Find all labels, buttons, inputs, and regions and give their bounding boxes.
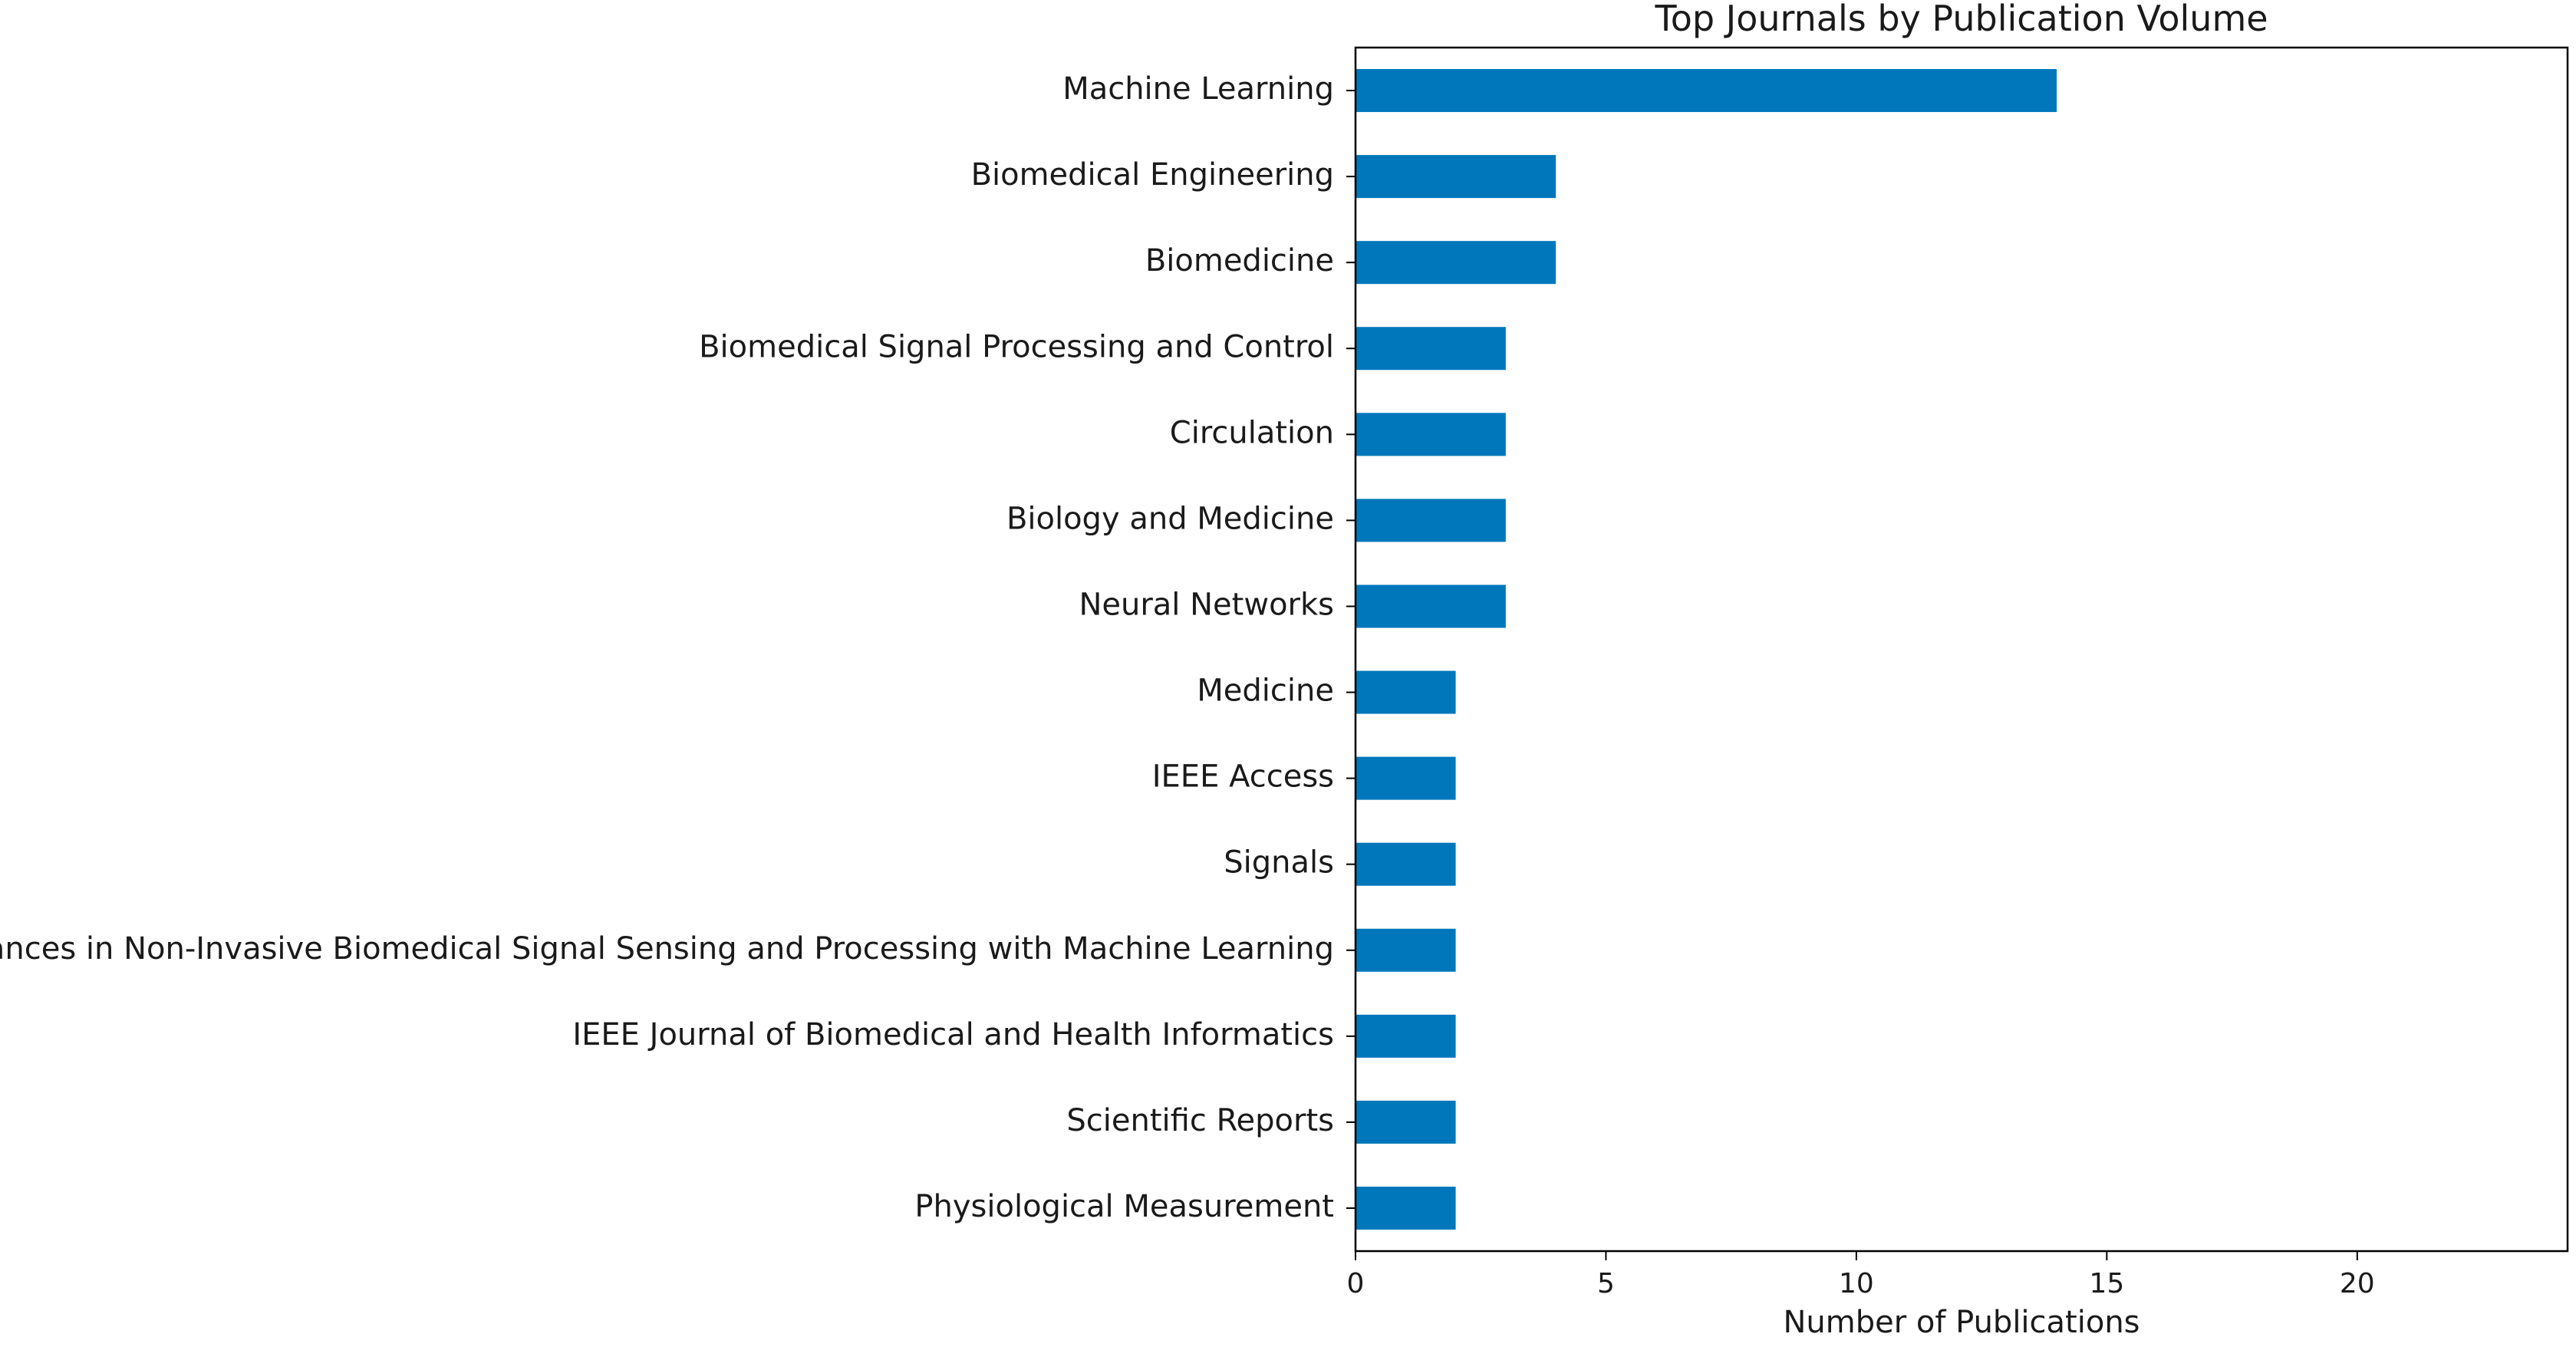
x-tick-label: 20	[2340, 1268, 2375, 1299]
bar	[1356, 928, 1456, 972]
category-label: Biology and Medicine	[1006, 501, 1334, 536]
category-label: IEEE Access	[1152, 759, 1334, 795]
category-label: IEEE Journal of Biomedical and Health In…	[572, 1017, 1334, 1052]
bar	[1356, 155, 1556, 199]
bar	[1356, 670, 1456, 714]
x-tick-label: 5	[1597, 1268, 1615, 1299]
bar	[1356, 413, 1506, 456]
bar	[1356, 1100, 1456, 1144]
x-axis-ticks: 0 5 10 15 20	[1347, 1251, 2375, 1299]
category-label: Medicine	[1197, 674, 1334, 709]
bar	[1356, 1186, 1456, 1230]
bar	[1356, 842, 1456, 886]
category-label: Signals	[1224, 845, 1334, 881]
x-axis-label: Number of Publications	[1783, 1305, 2140, 1340]
bar	[1356, 327, 1506, 371]
category-label: Advances in Non-Invasive Biomedical Sign…	[0, 931, 1334, 967]
category-label: Scientific Reports	[1066, 1103, 1334, 1138]
chart-title: Top Journals by Publication Volume	[1654, 0, 2268, 39]
category-label: Biomedical Signal Processing and Control	[699, 329, 1334, 364]
category-labels: Machine Learning Biomedical Engineering Bi…	[0, 71, 1356, 1224]
bar	[1356, 499, 1506, 542]
x-tick-label: 0	[1347, 1268, 1365, 1299]
bars-layer	[1356, 69, 2057, 1230]
category-label: Biomedicine	[1145, 243, 1334, 278]
x-tick-label: 10	[1839, 1268, 1874, 1299]
category-label: Physiological Measurement	[914, 1189, 1334, 1224]
category-label: Circulation	[1170, 415, 1334, 450]
category-label: Neural Networks	[1079, 587, 1334, 622]
category-label: Machine Learning	[1062, 71, 1334, 107]
category-label: Biomedical Engineering	[971, 157, 1334, 193]
plot-frame	[1354, 46, 2569, 1253]
bar	[1356, 585, 1506, 628]
bar	[1356, 241, 1556, 285]
bar	[1356, 756, 1456, 800]
x-tick-label: 15	[2089, 1268, 2124, 1299]
bar	[1356, 69, 2057, 113]
bar	[1356, 1014, 1456, 1058]
